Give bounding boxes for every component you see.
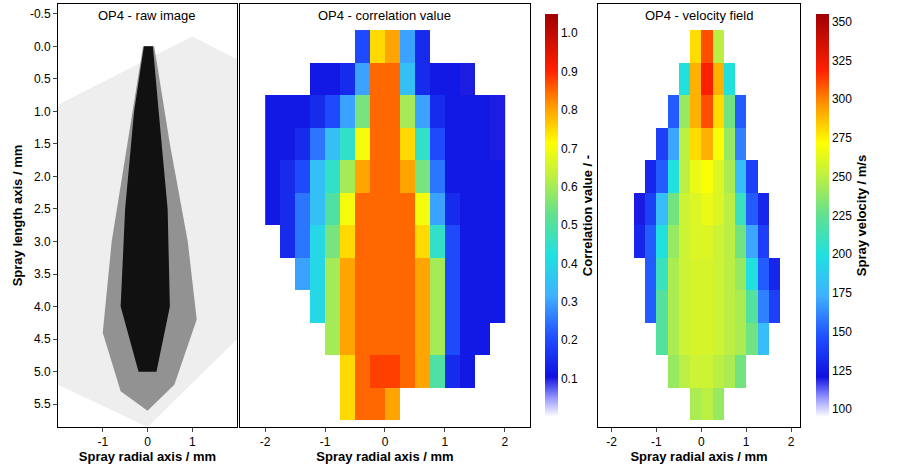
svg-text:OP4 - raw image: OP4 - raw image (98, 8, 196, 23)
svg-text:3.0: 3.0 (34, 235, 51, 249)
svg-text:5.5: 5.5 (34, 397, 51, 411)
svg-text:Spray radial axis / mm: Spray radial axis / mm (630, 449, 767, 464)
svg-text:0.7: 0.7 (561, 142, 578, 156)
svg-text:Spray velocity / m/s: Spray velocity / m/s (854, 155, 869, 276)
svg-text:125: 125 (832, 364, 852, 378)
svg-text:0.3: 0.3 (561, 295, 578, 309)
svg-text:5.0: 5.0 (34, 365, 51, 379)
svg-text:0: 0 (698, 435, 705, 449)
svg-text:1: 1 (743, 435, 750, 449)
svg-text:0.8: 0.8 (561, 103, 578, 117)
svg-text:2: 2 (501, 435, 508, 449)
svg-text:-2: -2 (606, 435, 617, 449)
svg-text:OP4 - correlation value: OP4 - correlation value (318, 8, 451, 23)
svg-text:2.5: 2.5 (34, 202, 51, 216)
svg-text:1.5: 1.5 (34, 137, 51, 151)
svg-text:3.5: 3.5 (34, 267, 51, 281)
svg-text:-0.5: -0.5 (30, 7, 51, 21)
svg-text:100: 100 (832, 402, 852, 416)
svg-text:0.6: 0.6 (561, 180, 578, 194)
svg-text:275: 275 (832, 131, 852, 145)
svg-text:Correlation value / -: Correlation value / - (580, 155, 595, 276)
svg-text:250: 250 (832, 170, 852, 184)
svg-text:175: 175 (832, 286, 852, 300)
svg-text:4.0: 4.0 (34, 300, 51, 314)
svg-text:4.5: 4.5 (34, 332, 51, 346)
svg-text:0: 0 (144, 435, 151, 449)
svg-text:225: 225 (832, 209, 852, 223)
svg-text:2.0: 2.0 (34, 170, 51, 184)
svg-text:350: 350 (832, 15, 852, 29)
svg-text:1: 1 (189, 435, 196, 449)
svg-text:Spray radial axis / mm: Spray radial axis / mm (79, 449, 216, 464)
svg-text:150: 150 (832, 325, 852, 339)
svg-text:-1: -1 (651, 435, 662, 449)
svg-text:2: 2 (788, 435, 795, 449)
svg-text:0.5: 0.5 (34, 72, 51, 86)
svg-text:Spray length axis / mm: Spray length axis / mm (10, 145, 25, 287)
svg-text:-2: -2 (260, 435, 271, 449)
svg-text:300: 300 (832, 92, 852, 106)
svg-text:-1: -1 (320, 435, 331, 449)
svg-text:1: 1 (442, 435, 449, 449)
svg-text:0: 0 (382, 435, 389, 449)
svg-text:0.5: 0.5 (561, 218, 578, 232)
svg-text:1.0: 1.0 (34, 105, 51, 119)
svg-text:1.0: 1.0 (561, 26, 578, 40)
svg-text:0.0: 0.0 (34, 40, 51, 54)
svg-text:200: 200 (832, 247, 852, 261)
svg-text:0.2: 0.2 (561, 333, 578, 347)
svg-text:325: 325 (832, 54, 852, 68)
svg-text:OP4 - velocity field: OP4 - velocity field (645, 8, 753, 23)
svg-text:0.4: 0.4 (561, 257, 578, 271)
svg-text:0.1: 0.1 (561, 372, 578, 386)
svg-text:-1: -1 (97, 435, 108, 449)
svg-text:Spray radial axis / mm: Spray radial axis / mm (316, 449, 453, 464)
svg-text:0.9: 0.9 (561, 65, 578, 79)
